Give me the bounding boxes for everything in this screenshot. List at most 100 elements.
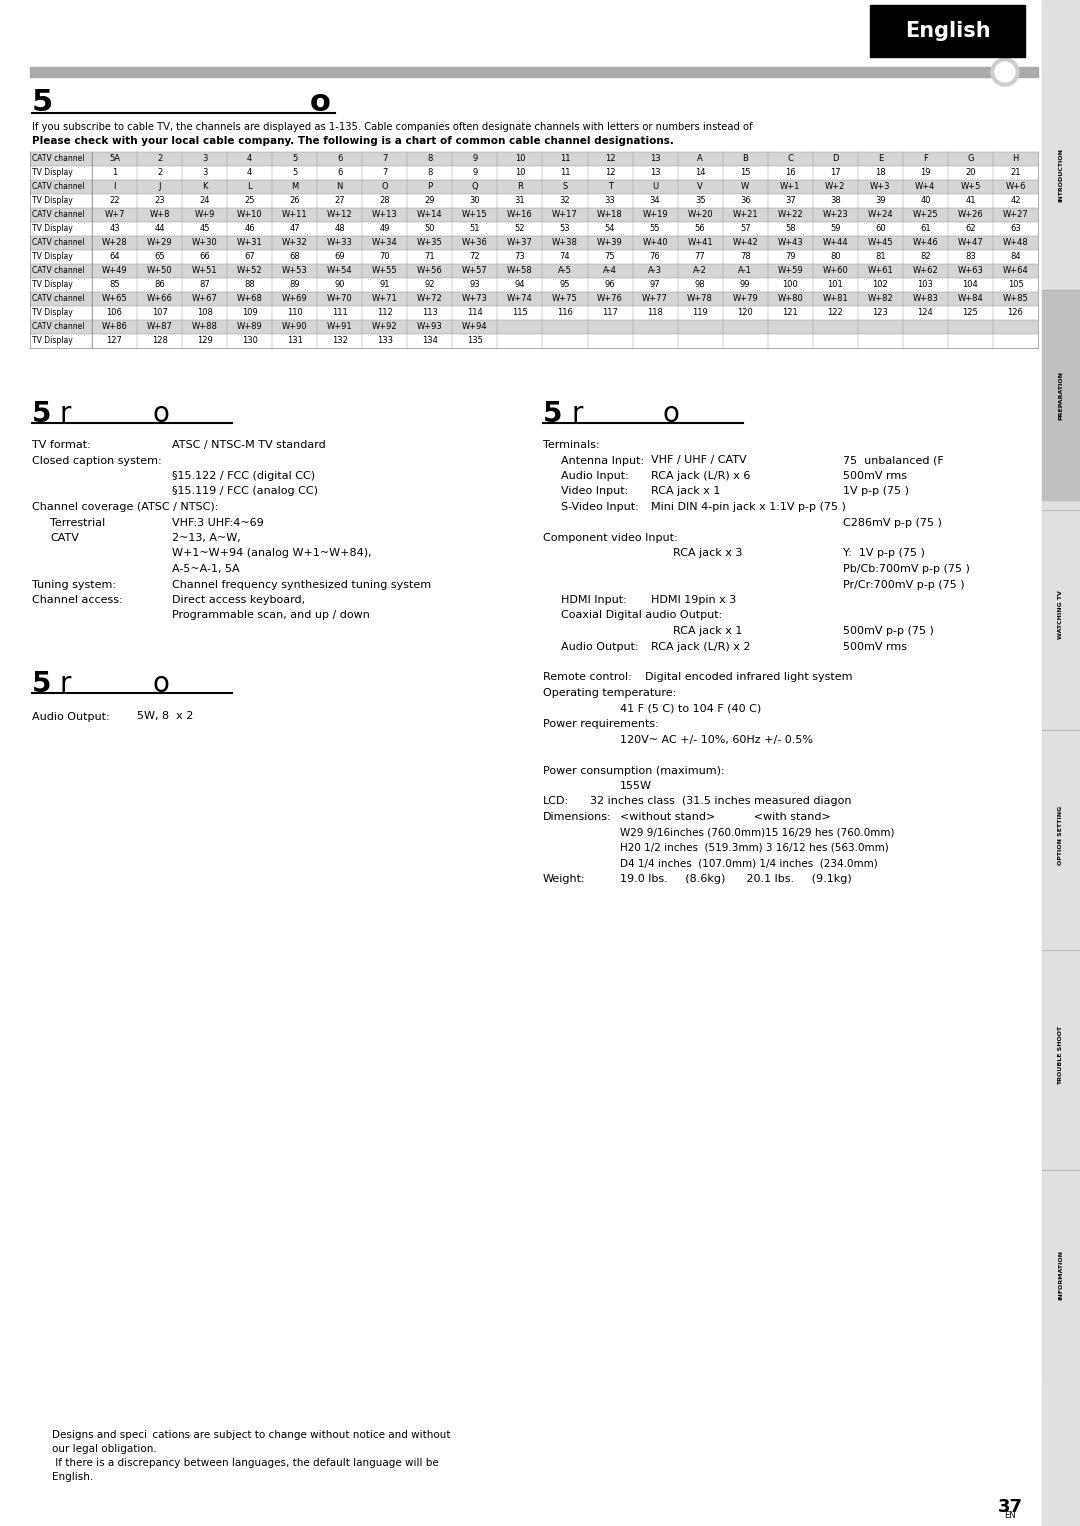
Text: W+18: W+18	[597, 211, 623, 220]
Text: W+26: W+26	[958, 211, 983, 220]
Text: W+41: W+41	[687, 238, 713, 247]
Text: 19.0 lbs.     (8.6kg)      20.1 lbs.     (9.1kg): 19.0 lbs. (8.6kg) 20.1 lbs. (9.1kg)	[620, 874, 852, 884]
Text: W+1: W+1	[780, 182, 800, 191]
Text: 113: 113	[422, 308, 437, 317]
Text: Direct access keyboard,: Direct access keyboard,	[172, 595, 306, 604]
Text: 128: 128	[151, 336, 167, 345]
Text: 52: 52	[515, 224, 525, 233]
Text: W+49: W+49	[102, 266, 127, 275]
Text: W+20: W+20	[687, 211, 713, 220]
Text: W+72: W+72	[417, 295, 443, 304]
Text: 80: 80	[829, 252, 840, 261]
Text: 79: 79	[785, 252, 796, 261]
Text: 19: 19	[920, 168, 931, 177]
Text: W+4: W+4	[915, 182, 935, 191]
Text: W+25: W+25	[913, 211, 939, 220]
Text: 70: 70	[379, 252, 390, 261]
Text: 13: 13	[650, 154, 660, 163]
Text: 50: 50	[424, 224, 435, 233]
Text: 5: 5	[32, 400, 52, 427]
Text: H: H	[1012, 154, 1018, 163]
Text: 31: 31	[515, 195, 525, 204]
Text: W+34: W+34	[372, 238, 397, 247]
Text: Audio Output:: Audio Output:	[32, 711, 110, 722]
Text: W+7: W+7	[105, 211, 125, 220]
Text: CATV channel: CATV channel	[32, 322, 84, 331]
Text: 17: 17	[829, 168, 840, 177]
Text: 4: 4	[247, 154, 253, 163]
Text: TV Display: TV Display	[32, 168, 72, 177]
Text: Programmable scan, and up / down: Programmable scan, and up / down	[172, 610, 369, 621]
Text: W+48: W+48	[1002, 238, 1028, 247]
Text: W+57: W+57	[462, 266, 488, 275]
Text: 85: 85	[109, 279, 120, 288]
Text: T: T	[608, 182, 612, 191]
Text: HDMI Input:: HDMI Input:	[561, 595, 626, 604]
Text: 53: 53	[559, 224, 570, 233]
Text: r: r	[60, 400, 71, 427]
Text: 47: 47	[289, 224, 300, 233]
Text: W+6: W+6	[1005, 182, 1026, 191]
Bar	[30, 153, 1038, 166]
Text: 32: 32	[559, 195, 570, 204]
Text: 13: 13	[650, 168, 660, 177]
Text: 122: 122	[827, 308, 843, 317]
Text: 35: 35	[694, 195, 705, 204]
Text: HDMI 19pin x 3: HDMI 19pin x 3	[651, 595, 737, 604]
Bar	[30, 278, 1038, 291]
Text: L: L	[247, 182, 252, 191]
Text: 101: 101	[827, 279, 843, 288]
Text: 5: 5	[32, 670, 52, 697]
Text: 104: 104	[962, 279, 978, 288]
Text: 59: 59	[831, 224, 840, 233]
Bar	[30, 67, 1038, 76]
Text: 21: 21	[1010, 168, 1021, 177]
Text: 69: 69	[335, 252, 346, 261]
Text: Antenna Input:: Antenna Input:	[561, 455, 644, 465]
Text: 65: 65	[154, 252, 165, 261]
Text: W+15: W+15	[462, 211, 488, 220]
Text: W+39: W+39	[597, 238, 623, 247]
Text: W+38: W+38	[552, 238, 578, 247]
Text: W+12: W+12	[327, 211, 352, 220]
Text: W+92: W+92	[372, 322, 397, 331]
Text: 37: 37	[998, 1499, 1023, 1515]
Text: 500mV rms: 500mV rms	[843, 472, 907, 481]
Text: 3: 3	[202, 154, 207, 163]
Text: 63: 63	[1010, 224, 1021, 233]
Bar	[30, 194, 1038, 208]
Text: If there is a discrepancy between languages, the default language will be: If there is a discrepancy between langua…	[52, 1457, 438, 1468]
Text: 91: 91	[379, 279, 390, 288]
Text: Component video Input:: Component video Input:	[543, 533, 677, 543]
Bar	[30, 208, 1038, 221]
Text: 135: 135	[467, 336, 483, 345]
Text: 23: 23	[154, 195, 165, 204]
Text: U: U	[652, 182, 658, 191]
Text: C286mV p-p (75 ): C286mV p-p (75 )	[843, 517, 942, 528]
Text: 46: 46	[244, 224, 255, 233]
Text: W+91: W+91	[327, 322, 352, 331]
Text: Terrestrial: Terrestrial	[50, 517, 105, 528]
Text: 6: 6	[337, 168, 342, 177]
Text: W+2: W+2	[825, 182, 846, 191]
Text: B: B	[742, 154, 748, 163]
Text: W+40: W+40	[643, 238, 667, 247]
Text: A-1: A-1	[739, 266, 752, 275]
Text: 98: 98	[694, 279, 705, 288]
Text: CATV channel: CATV channel	[32, 182, 84, 191]
Text: W+70: W+70	[327, 295, 353, 304]
Bar	[1042, 70, 1080, 279]
Text: W+83: W+83	[913, 295, 939, 304]
Bar	[30, 320, 1038, 334]
Text: 75  unbalanced (F: 75 unbalanced (F	[843, 455, 944, 465]
Text: W+77: W+77	[643, 295, 669, 304]
Text: English: English	[905, 21, 990, 41]
Text: 1: 1	[112, 168, 117, 177]
Text: 37: 37	[785, 195, 796, 204]
Text: A-5~A-1, 5A: A-5~A-1, 5A	[172, 565, 240, 574]
Text: W+21: W+21	[732, 211, 758, 220]
Text: 115: 115	[512, 308, 528, 317]
Text: Q: Q	[472, 182, 478, 191]
Text: W+8: W+8	[149, 211, 170, 220]
Text: TV Display: TV Display	[32, 195, 72, 204]
